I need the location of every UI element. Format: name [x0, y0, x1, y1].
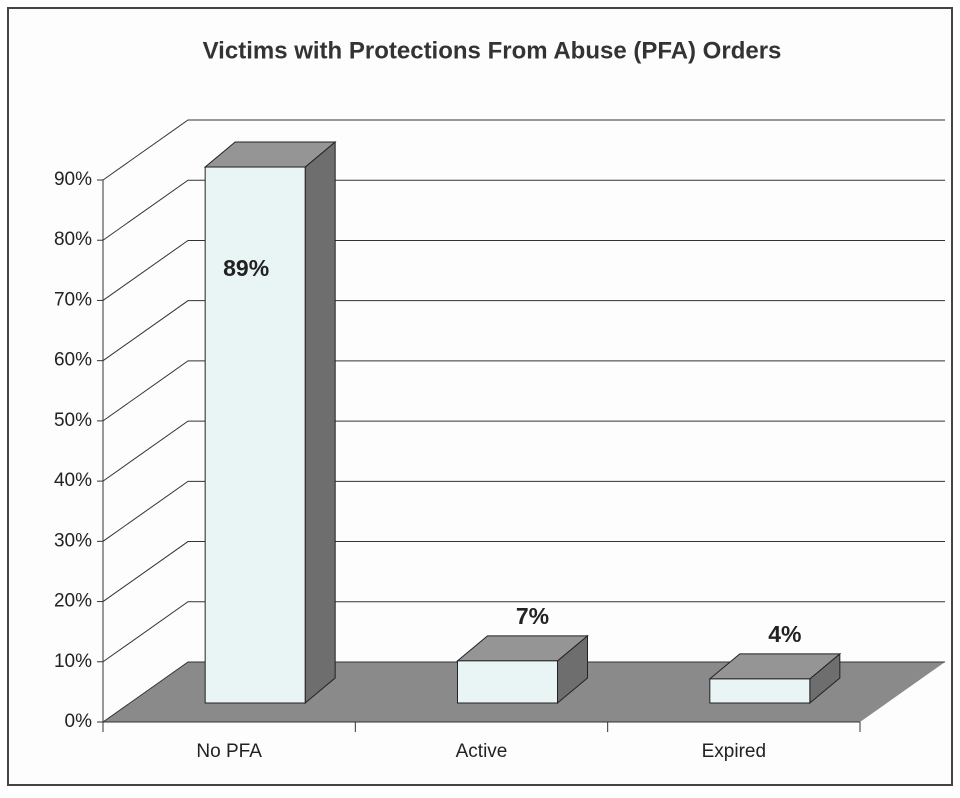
grid-line	[102, 601, 945, 663]
y-tick-label: 70%	[54, 289, 92, 310]
grid-line	[102, 661, 945, 723]
grid-line	[102, 541, 945, 602]
grid-line	[102, 480, 945, 542]
y-tick-label: 60%	[54, 350, 92, 371]
bar	[709, 678, 811, 704]
grid-line	[102, 179, 945, 241]
data-label: 89%	[223, 255, 269, 281]
bar-side	[304, 140, 336, 705]
grid-line	[102, 119, 945, 181]
data-label: 7%	[516, 603, 549, 629]
x-tick-label: No PFA	[196, 741, 262, 762]
grid-line	[102, 300, 945, 362]
y-tick-label: 0%	[65, 711, 93, 732]
y-tick-label: 50%	[54, 410, 92, 431]
y-tick-label: 30%	[54, 530, 92, 551]
bar	[457, 660, 558, 704]
grid-line	[102, 420, 945, 482]
y-tick-label: 10%	[54, 651, 92, 672]
y-tick-label: 90%	[54, 169, 92, 190]
grid-line	[102, 239, 945, 301]
data-label: 4%	[768, 621, 801, 647]
chart-title: Victims with Protections From Abuse (PFA…	[203, 37, 782, 64]
bar	[204, 166, 306, 704]
y-tick-label: 40%	[54, 470, 92, 491]
y-tick-label: 80%	[54, 229, 92, 250]
grid-line	[102, 360, 945, 422]
x-tick-label: Expired	[702, 741, 766, 762]
x-tick-label: Active	[456, 741, 508, 762]
y-tick-label: 20%	[54, 591, 92, 612]
